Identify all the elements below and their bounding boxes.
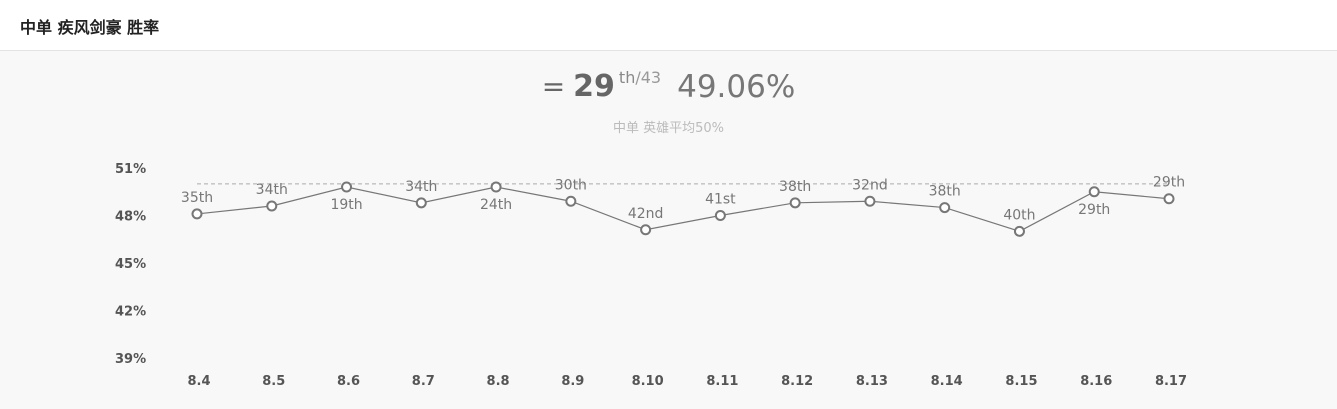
series-line-layer [196,186,1170,232]
page-title: 中单 疾风剑豪 胜率 [20,18,160,37]
x-tick-label: 8.5 [262,374,285,389]
y-tick-label: 51% [115,162,146,177]
rank-suffix: th [618,68,636,87]
point-rank-label: 41st [705,192,736,208]
x-tick-label: 8.4 [187,374,210,389]
point-rank-label: 19th [330,197,362,213]
win-rate-value: 49.06% [677,68,796,105]
y-axis: 51% 48% 45% 42% 39% [115,162,146,367]
data-point[interactable] [789,197,801,209]
point-label-layer: 35th 34th 19th 34th 24th 30th 42nd 41st 38th 32nd… [181,175,1185,224]
point-rank-label: 34th [405,179,437,195]
x-tick-label: 8.16 [1080,374,1112,389]
win-rate-series-line [196,186,1170,232]
x-tick-label: 8.10 [632,374,664,389]
point-rank-label: 40th [1003,207,1035,223]
point-layer [191,181,1175,237]
point-rank-label: 42nd [628,206,664,222]
data-point[interactable] [415,197,427,209]
point-rank-label: 34th [256,182,288,198]
x-tick-label: 8.6 [337,374,360,389]
data-point[interactable] [490,181,502,193]
data-point[interactable] [1013,225,1025,237]
x-tick-label: 8.8 [487,374,510,389]
data-point[interactable] [341,181,353,193]
data-point[interactable] [565,195,577,207]
x-tick-label: 8.15 [1005,374,1037,389]
x-axis: 8.4 8.5 8.6 8.7 8.8 8.9 8.10 8.11 8.12 8.13 8.14 8.… [187,374,1187,389]
data-point[interactable] [939,202,951,214]
x-tick-label: 8.7 [412,374,435,389]
rank-total: /43 [635,68,662,87]
x-tick-label: 8.17 [1155,374,1187,389]
point-rank-label: 35th [181,190,213,206]
point-rank-label: 24th [480,197,512,213]
average-note: 中单 英雄平均50% [612,121,725,136]
y-tick-label: 48% [115,210,146,225]
point-rank-label: 38th [779,179,811,195]
point-rank-label: 29th [1078,202,1110,218]
data-point[interactable] [714,210,726,221]
rank-value: 29 [573,69,615,104]
rank-change-icon: = [541,70,566,103]
point-rank-label: 32nd [852,177,888,193]
page-header: 中单 疾风剑豪 胜率 [0,0,1337,51]
x-tick-label: 8.9 [561,374,584,389]
y-tick-label: 45% [115,257,146,272]
data-point[interactable] [266,200,278,212]
y-tick-label: 39% [115,352,146,367]
point-rank-label: 30th [555,177,587,193]
x-tick-label: 8.14 [931,374,963,389]
data-point[interactable] [864,195,876,207]
data-point[interactable] [1163,193,1175,205]
point-rank-label: 29th [1153,175,1185,191]
x-tick-label: 8.11 [706,374,738,389]
point-rank-label: 38th [929,184,961,200]
data-point[interactable] [640,224,652,236]
data-point[interactable] [1088,186,1100,198]
rank-summary: = 29 th/43 49.06% [0,68,1337,108]
x-tick-label: 8.12 [781,374,813,389]
y-tick-label: 42% [115,305,146,320]
data-point[interactable] [191,208,203,220]
x-tick-label: 8.13 [856,374,888,389]
